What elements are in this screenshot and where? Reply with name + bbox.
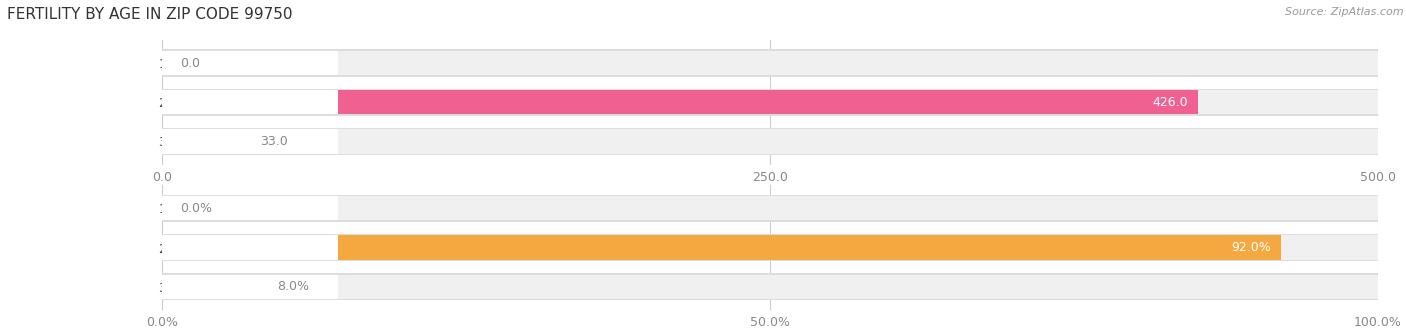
Bar — [162, 235, 1378, 260]
Bar — [162, 275, 337, 299]
Bar — [162, 90, 1378, 115]
Text: 0.0%: 0.0% — [180, 202, 212, 215]
Bar — [162, 50, 1378, 77]
Bar — [162, 129, 1378, 154]
Text: 33.0: 33.0 — [260, 135, 288, 148]
Text: 92.0%: 92.0% — [1232, 241, 1271, 254]
Bar — [162, 234, 1378, 261]
Text: 426.0: 426.0 — [1153, 96, 1188, 109]
Bar — [162, 235, 337, 260]
Bar — [162, 129, 242, 154]
Bar — [162, 128, 1378, 155]
Bar — [162, 235, 1281, 260]
Bar — [162, 195, 1378, 222]
Text: 0.0: 0.0 — [180, 57, 200, 70]
Text: 8.0%: 8.0% — [277, 280, 309, 293]
Bar — [162, 196, 337, 220]
Text: FERTILITY BY AGE IN ZIP CODE 99750: FERTILITY BY AGE IN ZIP CODE 99750 — [7, 7, 292, 21]
Bar — [162, 275, 259, 299]
Bar — [162, 51, 337, 75]
Bar — [162, 90, 1198, 115]
Bar — [162, 88, 1378, 116]
Bar — [162, 129, 337, 154]
Bar — [162, 51, 1378, 75]
Text: Source: ZipAtlas.com: Source: ZipAtlas.com — [1285, 7, 1403, 16]
Bar — [162, 90, 337, 115]
Bar — [162, 273, 1378, 300]
Bar — [162, 275, 1378, 299]
Bar — [162, 196, 1378, 220]
